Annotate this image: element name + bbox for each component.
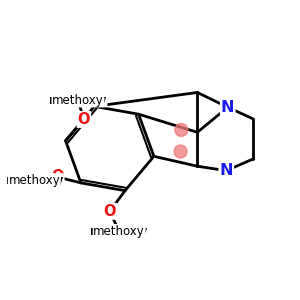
Text: O: O [78, 112, 90, 127]
Text: methoxy: methoxy [49, 94, 106, 106]
Circle shape [175, 124, 188, 136]
Text: methoxy: methoxy [91, 225, 148, 238]
Text: O: O [103, 204, 116, 219]
Text: N: N [220, 163, 233, 178]
Circle shape [174, 145, 187, 158]
Text: methoxy: methoxy [6, 174, 63, 187]
Text: methoxy: methoxy [8, 174, 60, 187]
Text: methoxy: methoxy [93, 225, 145, 238]
Text: methoxy: methoxy [52, 94, 104, 106]
Text: N: N [221, 100, 235, 115]
Text: O: O [51, 169, 64, 184]
